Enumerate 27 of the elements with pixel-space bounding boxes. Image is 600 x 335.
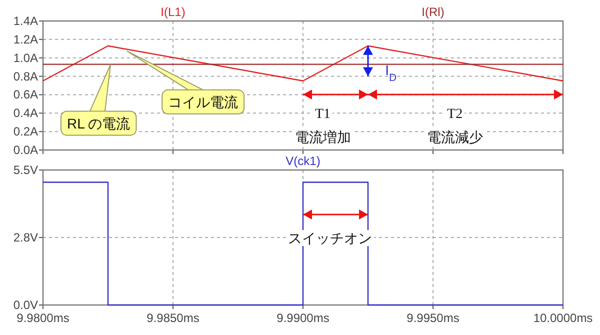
annotation: I$_{D}$ [385,62,398,84]
x-tick-label: 9.9950ms [406,311,460,325]
x-tick-label: 10.0000ms [533,311,593,325]
series-label: V(ck1) [286,154,320,168]
annotation: スイッチオン [288,230,372,246]
y-tick-label: 0.0V [13,298,38,312]
y-tick-label: 0.0A [13,143,38,157]
annotation: 電流増加 [294,129,351,146]
text: I(Rl) [422,5,444,19]
annotation: T2 [447,106,463,122]
y-tick-label: 0.2A [13,124,38,139]
y-tick-label: 1.0A [13,50,38,65]
y-tick-label: 0.8A [13,69,38,84]
annotation: コイル電流 [168,94,238,110]
y-tick-label: 0.4A [13,106,38,120]
y-tick-label: 5.5V [13,163,38,177]
y-tick-label: 0.6A [13,88,38,102]
x-tick-label: 9.9850ms [146,311,200,325]
x-tick-label: 9.9900ms [276,311,330,325]
annotation: 電流減少 [426,129,483,146]
y-tick-label: 2.8V [13,230,38,244]
text: I(L1) [160,5,186,19]
y-tick-label: 1.2A [13,32,38,46]
x-tick-label: 9.9800ms [16,311,70,325]
annotation: RL の電流 [66,115,130,132]
annotation: T1 [314,106,331,122]
y-tick-label: 1.4A [13,14,38,28]
